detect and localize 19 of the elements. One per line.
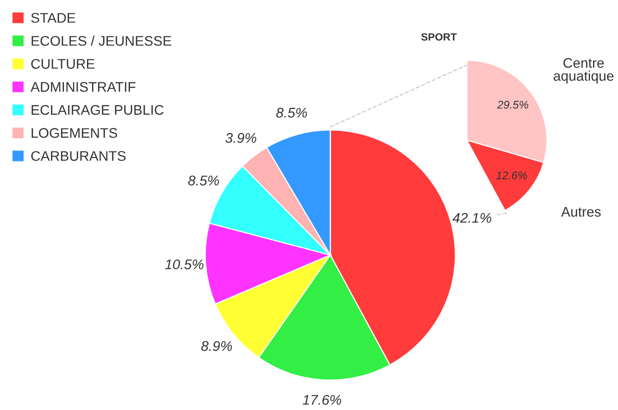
legend-label: CARBURANTS [31, 151, 126, 161]
data-label: 42.1% [452, 212, 492, 223]
legend-label: LOGEMENTS [32, 128, 118, 138]
data-label: 10.5% [165, 259, 204, 270]
legend-label: STADE [31, 12, 76, 23]
slice-label: Autres [561, 207, 601, 217]
data-label: 3.9% [226, 133, 256, 143]
data-label: 17.6% [302, 394, 342, 405]
legend-label: ECOLES / JEUNESSE [32, 36, 172, 46]
data-label: 8.5% [188, 176, 219, 186]
data-label: 12.6% [496, 171, 527, 180]
data-label: 8.9% [201, 341, 232, 351]
data-label: 8.5% [276, 108, 307, 118]
legend-label: CULTURE [31, 58, 95, 69]
legend-label: ECLAIRAGE PUBLIC [32, 105, 164, 115]
data-label: 29.5% [497, 100, 528, 109]
chart-title: SPORT [421, 33, 457, 41]
slice-label: Centre aquatique [554, 58, 614, 84]
legend-label: ADMINISTRATIF [30, 82, 136, 92]
